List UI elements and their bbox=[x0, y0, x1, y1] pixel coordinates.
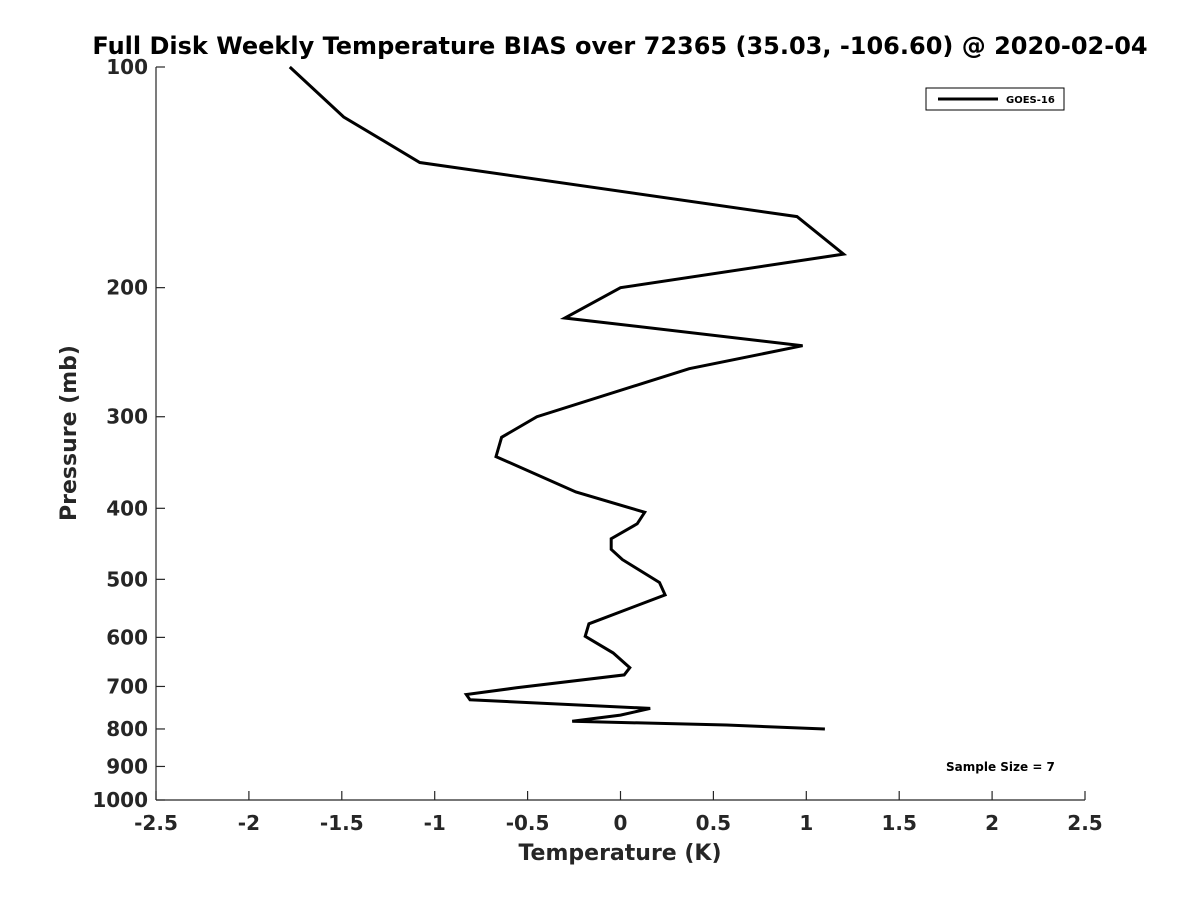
x-tick-label: 2.5 bbox=[1067, 811, 1102, 835]
y-tick-label: 900 bbox=[106, 754, 148, 778]
y-tick-label: 300 bbox=[106, 405, 148, 429]
x-tick-label: -2 bbox=[238, 811, 260, 835]
x-tick-label: 0 bbox=[614, 811, 628, 835]
x-tick-label: -0.5 bbox=[506, 811, 550, 835]
y-tick-label: 400 bbox=[106, 496, 148, 520]
x-tick-label: 1.5 bbox=[881, 811, 916, 835]
sample-size-annotation: Sample Size = 7 bbox=[946, 760, 1055, 774]
legend: GOES-16 bbox=[925, 87, 1065, 111]
series-layer bbox=[288, 65, 848, 731]
x-tick-label: 0.5 bbox=[696, 811, 731, 835]
y-tick-label: 200 bbox=[106, 276, 148, 300]
chart-title: Full Disk Weekly Temperature BIAS over 7… bbox=[92, 32, 1147, 60]
y-tick-label: 800 bbox=[106, 717, 148, 741]
x-ticks: -2.5 -2 -1.5 -1 -0.5 0 0.5 1 1.5 2 2.5 bbox=[134, 791, 1103, 835]
y-tick-label: 1000 bbox=[92, 788, 148, 812]
legend-label-goes16: GOES-16 bbox=[1006, 95, 1055, 106]
y-axis-label: Pressure (mb) bbox=[57, 345, 82, 521]
plot-area bbox=[156, 67, 1085, 800]
x-tick-label: 2 bbox=[985, 811, 999, 835]
y-tick-label: 100 bbox=[106, 55, 148, 79]
y-tick-label: 600 bbox=[106, 625, 148, 649]
x-tick-label: -2.5 bbox=[134, 811, 178, 835]
y-tick-label: 500 bbox=[106, 567, 148, 591]
x-tick-label: 1 bbox=[799, 811, 813, 835]
x-tick-label: -1 bbox=[424, 811, 446, 835]
series-line-goes-16 bbox=[288, 65, 848, 731]
x-axis-label: Temperature (K) bbox=[518, 841, 721, 866]
x-tick-label: -1.5 bbox=[320, 811, 364, 835]
y-ticks: 100 200 300 400 500 600 700 800 900 1000 bbox=[92, 55, 165, 812]
y-tick-label: 700 bbox=[106, 674, 148, 698]
